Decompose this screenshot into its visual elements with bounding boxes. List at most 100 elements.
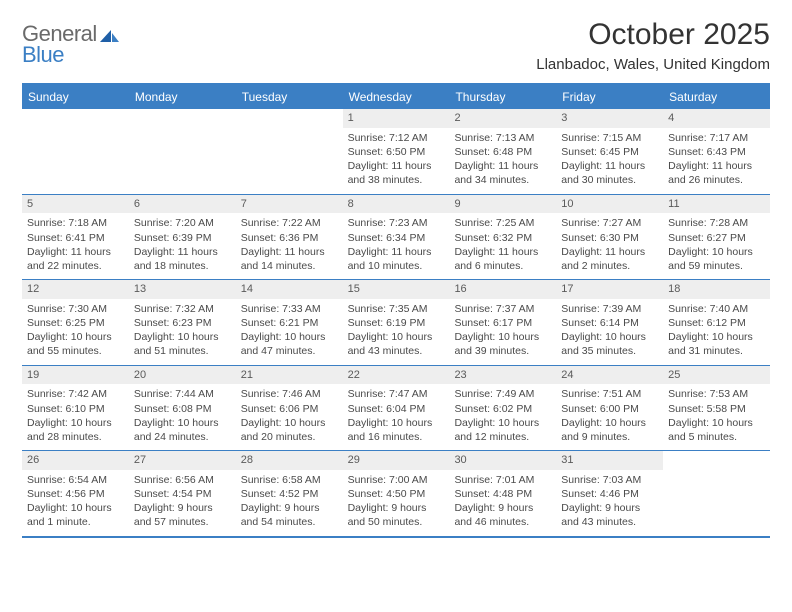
brand-sail-icon <box>100 30 120 43</box>
sunset-text: Sunset: 6:25 PM <box>27 316 124 330</box>
weekday-header-thursday: Thursday <box>449 85 556 109</box>
daylight-text: Daylight: 11 hours and 30 minutes. <box>561 159 658 187</box>
sunrise-text: Sunrise: 7:33 AM <box>241 302 338 316</box>
calendar-week: 5Sunrise: 7:18 AMSunset: 6:41 PMDaylight… <box>22 195 770 281</box>
sunset-text: Sunset: 4:52 PM <box>241 487 338 501</box>
sunset-text: Sunset: 6:50 PM <box>348 145 445 159</box>
day-cell: 29Sunrise: 7:00 AMSunset: 4:50 PMDayligh… <box>343 451 450 536</box>
weekday-header-tuesday: Tuesday <box>236 85 343 109</box>
sunset-text: Sunset: 6:36 PM <box>241 231 338 245</box>
daylight-text: Daylight: 11 hours and 18 minutes. <box>134 245 231 273</box>
day-number: 16 <box>449 280 556 299</box>
sunrise-text: Sunrise: 7:27 AM <box>561 216 658 230</box>
daylight-text: Daylight: 11 hours and 2 minutes. <box>561 245 658 273</box>
daylight-text: Daylight: 10 hours and 59 minutes. <box>668 245 765 273</box>
sunrise-text: Sunrise: 7:01 AM <box>454 473 551 487</box>
sunset-text: Sunset: 6:39 PM <box>134 231 231 245</box>
sunrise-text: Sunrise: 7:32 AM <box>134 302 231 316</box>
sunrise-text: Sunrise: 7:12 AM <box>348 131 445 145</box>
day-cell: 30Sunrise: 7:01 AMSunset: 4:48 PMDayligh… <box>449 451 556 536</box>
sunset-text: Sunset: 6:12 PM <box>668 316 765 330</box>
day-number: 27 <box>129 451 236 470</box>
day-cell: 8Sunrise: 7:23 AMSunset: 6:34 PMDaylight… <box>343 195 450 280</box>
day-cell: 3 Sunrise: 7:15 AMSunset: 6:45 PMDaylight… <box>556 109 663 194</box>
calendar-grid: SundayMondayTuesdayWednesdayThursdayFrid… <box>22 83 770 538</box>
day-number: 6 <box>129 195 236 214</box>
sunset-text: Sunset: 6:00 PM <box>561 402 658 416</box>
calendar-page: GeneralBlue October 2025 Llanbadoc, Wale… <box>0 0 792 538</box>
day-cell: 27Sunrise: 6:56 AMSunset: 4:54 PMDayligh… <box>129 451 236 536</box>
weekday-header-monday: Monday <box>129 85 236 109</box>
day-cell: 11Sunrise: 7:28 AMSunset: 6:27 PMDayligh… <box>663 195 770 280</box>
sunrise-text: Sunrise: 7:03 AM <box>561 473 658 487</box>
sunset-text: Sunset: 6:14 PM <box>561 316 658 330</box>
day-number: 9 <box>449 195 556 214</box>
day-number: 23 <box>449 366 556 385</box>
day-cell-empty <box>129 109 236 194</box>
day-cell: 20Sunrise: 7:44 AMSunset: 6:08 PMDayligh… <box>129 366 236 451</box>
sunrise-text: Sunrise: 7:18 AM <box>27 216 124 230</box>
day-cell: 6Sunrise: 7:20 AMSunset: 6:39 PMDaylight… <box>129 195 236 280</box>
brand-logo: GeneralBlue <box>22 18 120 66</box>
sunset-text: Sunset: 5:58 PM <box>668 402 765 416</box>
day-number: 15 <box>343 280 450 299</box>
daylight-text: Daylight: 10 hours and 31 minutes. <box>668 330 765 358</box>
sunrise-text: Sunrise: 6:56 AM <box>134 473 231 487</box>
sunrise-text: Sunrise: 7:15 AM <box>561 131 658 145</box>
day-number: 24 <box>556 366 663 385</box>
daylight-text: Daylight: 10 hours and 24 minutes. <box>134 416 231 444</box>
day-number: 22 <box>343 366 450 385</box>
day-number: 7 <box>236 195 343 214</box>
sunrise-text: Sunrise: 7:13 AM <box>454 131 551 145</box>
weekday-header-sunday: Sunday <box>22 85 129 109</box>
weekday-header-wednesday: Wednesday <box>343 85 450 109</box>
sunrise-text: Sunrise: 6:54 AM <box>27 473 124 487</box>
day-number: 3 <box>556 109 663 128</box>
sunrise-text: Sunrise: 7:40 AM <box>668 302 765 316</box>
weekday-header-row: SundayMondayTuesdayWednesdayThursdayFrid… <box>22 85 770 109</box>
daylight-text: Daylight: 10 hours and 12 minutes. <box>454 416 551 444</box>
sunset-text: Sunset: 6:27 PM <box>668 231 765 245</box>
calendar-week: 12Sunrise: 7:30 AMSunset: 6:25 PMDayligh… <box>22 280 770 366</box>
sunset-text: Sunset: 6:43 PM <box>668 145 765 159</box>
daylight-text: Daylight: 9 hours and 54 minutes. <box>241 501 338 529</box>
sunrise-text: Sunrise: 7:51 AM <box>561 387 658 401</box>
sunset-text: Sunset: 6:32 PM <box>454 231 551 245</box>
day-number: 8 <box>343 195 450 214</box>
day-number: 12 <box>22 280 129 299</box>
day-cell-empty <box>663 451 770 536</box>
daylight-text: Daylight: 10 hours and 9 minutes. <box>561 416 658 444</box>
sunset-text: Sunset: 6:21 PM <box>241 316 338 330</box>
sunset-text: Sunset: 6:04 PM <box>348 402 445 416</box>
daylight-text: Daylight: 10 hours and 20 minutes. <box>241 416 338 444</box>
day-cell: 22Sunrise: 7:47 AMSunset: 6:04 PMDayligh… <box>343 366 450 451</box>
day-number: 31 <box>556 451 663 470</box>
sunset-text: Sunset: 6:30 PM <box>561 231 658 245</box>
location-subtitle: Llanbadoc, Wales, United Kingdom <box>536 56 770 73</box>
day-cell: 17Sunrise: 7:39 AMSunset: 6:14 PMDayligh… <box>556 280 663 365</box>
day-number: 4 <box>663 109 770 128</box>
day-cell: 18Sunrise: 7:40 AMSunset: 6:12 PMDayligh… <box>663 280 770 365</box>
sunset-text: Sunset: 6:45 PM <box>561 145 658 159</box>
page-title: October 2025 <box>536 18 770 52</box>
day-cell: 16Sunrise: 7:37 AMSunset: 6:17 PMDayligh… <box>449 280 556 365</box>
sunset-text: Sunset: 6:23 PM <box>134 316 231 330</box>
daylight-text: Daylight: 9 hours and 43 minutes. <box>561 501 658 529</box>
sunset-text: Sunset: 6:48 PM <box>454 145 551 159</box>
daylight-text: Daylight: 10 hours and 5 minutes. <box>668 416 765 444</box>
calendar-week: 26Sunrise: 6:54 AMSunset: 4:56 PMDayligh… <box>22 451 770 538</box>
day-cell: 25Sunrise: 7:53 AMSunset: 5:58 PMDayligh… <box>663 366 770 451</box>
sunset-text: Sunset: 6:17 PM <box>454 316 551 330</box>
weekday-header-friday: Friday <box>556 85 663 109</box>
day-cell-empty <box>236 109 343 194</box>
day-cell: 12Sunrise: 7:30 AMSunset: 6:25 PMDayligh… <box>22 280 129 365</box>
day-cell: 9Sunrise: 7:25 AMSunset: 6:32 PMDaylight… <box>449 195 556 280</box>
daylight-text: Daylight: 10 hours and 51 minutes. <box>134 330 231 358</box>
sunrise-text: Sunrise: 7:00 AM <box>348 473 445 487</box>
daylight-text: Daylight: 10 hours and 39 minutes. <box>454 330 551 358</box>
day-number: 20 <box>129 366 236 385</box>
calendar-week: 19Sunrise: 7:42 AMSunset: 6:10 PMDayligh… <box>22 366 770 452</box>
daylight-text: Daylight: 11 hours and 38 minutes. <box>348 159 445 187</box>
sunset-text: Sunset: 4:48 PM <box>454 487 551 501</box>
sunrise-text: Sunrise: 7:35 AM <box>348 302 445 316</box>
